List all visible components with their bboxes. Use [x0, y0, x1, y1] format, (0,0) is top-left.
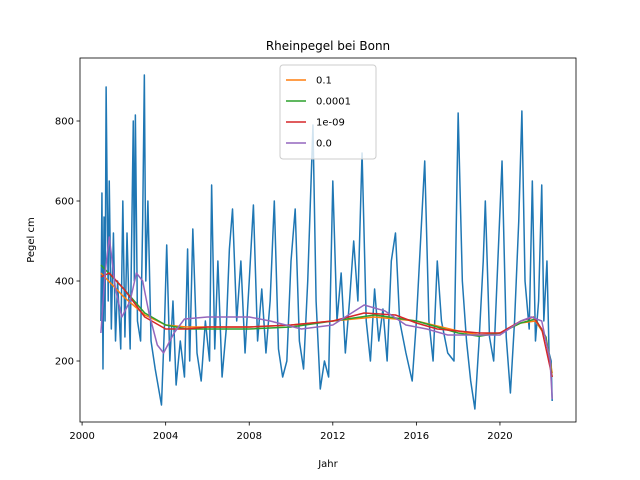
legend-label: 0.0 [316, 139, 332, 150]
x-tick-label: 2016 [404, 431, 429, 442]
x-tick-label: 2020 [487, 431, 512, 442]
x-tick-label: 2000 [69, 431, 94, 442]
data-line [100, 264, 553, 378]
data-line [100, 236, 553, 400]
x-axis-label: Jahr [317, 459, 338, 470]
x-tick-label: 2004 [153, 431, 178, 442]
legend-box [279, 64, 377, 160]
x-tick-label: 2012 [320, 431, 345, 442]
data-line [100, 74, 553, 410]
y-tick-label: 800 [55, 117, 74, 128]
y-tick-label: 200 [55, 357, 74, 368]
legend-label: 1e-09 [316, 118, 345, 129]
legend-label: 0.0001 [316, 97, 351, 108]
y-axis-label: Pegel cm [26, 217, 37, 263]
x-tick-label: 2008 [237, 431, 262, 442]
y-tick-label: 400 [55, 277, 74, 288]
legend-label: 0.1 [316, 76, 332, 87]
chart-title: Rheinpegel bei Bonn [266, 39, 390, 53]
y-tick-label: 600 [55, 197, 74, 208]
plot-frame [79, 57, 577, 423]
